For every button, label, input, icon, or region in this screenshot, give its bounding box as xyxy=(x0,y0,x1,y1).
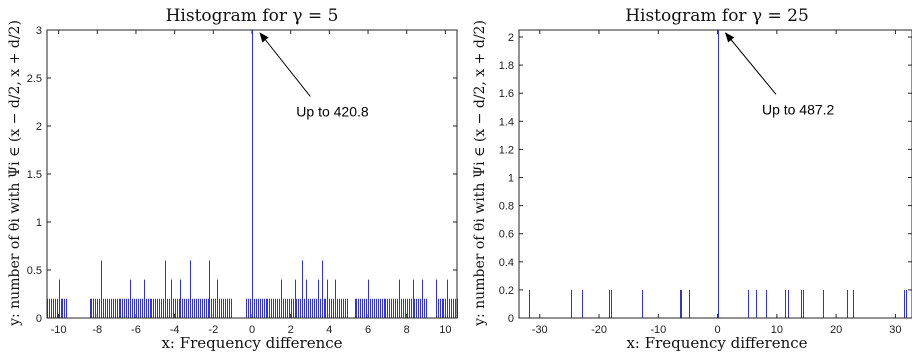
y-tick-label: 0.5 xyxy=(27,265,42,277)
x-tick-label: -10 xyxy=(51,324,67,336)
annotation-arrow xyxy=(259,32,311,97)
y-tick-label: 0.8 xyxy=(499,201,514,213)
x-tick-label: 2 xyxy=(288,324,294,336)
y-tick-label: 1.2 xyxy=(499,144,514,156)
x-tick-label: 4 xyxy=(326,324,332,336)
y-tick-label: 1.4 xyxy=(499,116,514,128)
chart-title-left: Histogram for γ = 5 xyxy=(166,6,339,26)
y-tick-label: 2 xyxy=(508,32,514,44)
y-tick-label: 0.2 xyxy=(499,285,514,297)
y-tick-label: 0.6 xyxy=(499,229,514,241)
x-tick-label: 10 xyxy=(439,324,451,336)
histogram-gamma-25: Histogram for γ = 25 y: number of θi wit… xyxy=(472,6,912,352)
y-tick-label: 0 xyxy=(36,313,42,325)
x-tick-label: 0 xyxy=(715,324,721,336)
plot-frame-right xyxy=(518,29,912,319)
y-tick-label: 0.4 xyxy=(499,257,514,269)
y-axis-label-left: y: number of θi with Ψi ∈ (x − d/2, x + … xyxy=(7,20,23,327)
y-tick-label: 3 xyxy=(36,25,42,37)
y-tick-label: 1.5 xyxy=(27,169,42,181)
x-tick-label: 6 xyxy=(365,324,371,336)
plot-frame-left xyxy=(46,29,458,319)
x-tick-label: 30 xyxy=(889,324,901,336)
y-tick-label: 1.6 xyxy=(499,88,514,100)
y-tick-label: 2.5 xyxy=(27,73,42,85)
annotation-arrow xyxy=(724,32,777,95)
y-tick-label: 1 xyxy=(36,217,42,229)
x-tick-label: 20 xyxy=(830,324,842,336)
y-tick-label: 1.8 xyxy=(499,60,514,72)
y-tick-label: 0 xyxy=(508,313,514,325)
x-tick-label: -4 xyxy=(170,324,180,336)
x-tick-label: -30 xyxy=(532,324,548,336)
y-axis-label-right: y: number of θi with Ψi ∈ (x − d/2, x + … xyxy=(472,20,488,327)
x-tick-label: -8 xyxy=(92,324,102,336)
x-tick-label: 0 xyxy=(249,324,255,336)
annotation-label: Up to 420.8 xyxy=(296,103,369,119)
y-tick-label: 1 xyxy=(508,173,514,185)
x-tick-label: -6 xyxy=(131,324,141,336)
x-axis-label-right: x: Frequency difference xyxy=(626,334,807,352)
x-tick-label: 8 xyxy=(404,324,410,336)
x-tick-label: -2 xyxy=(208,324,218,336)
y-tick-label: 2 xyxy=(36,121,42,133)
x-axis-label-left: x: Frequency difference xyxy=(161,334,342,352)
chart-title-right: Histogram for γ = 25 xyxy=(625,6,809,26)
x-tick-label: -10 xyxy=(650,324,666,336)
x-tick-label: -20 xyxy=(591,324,607,336)
histogram-gamma-5: Histogram for γ = 5 y: number of θi with… xyxy=(7,6,458,352)
annotation-label: Up to 487.2 xyxy=(762,101,835,117)
x-tick-label: 10 xyxy=(771,324,783,336)
